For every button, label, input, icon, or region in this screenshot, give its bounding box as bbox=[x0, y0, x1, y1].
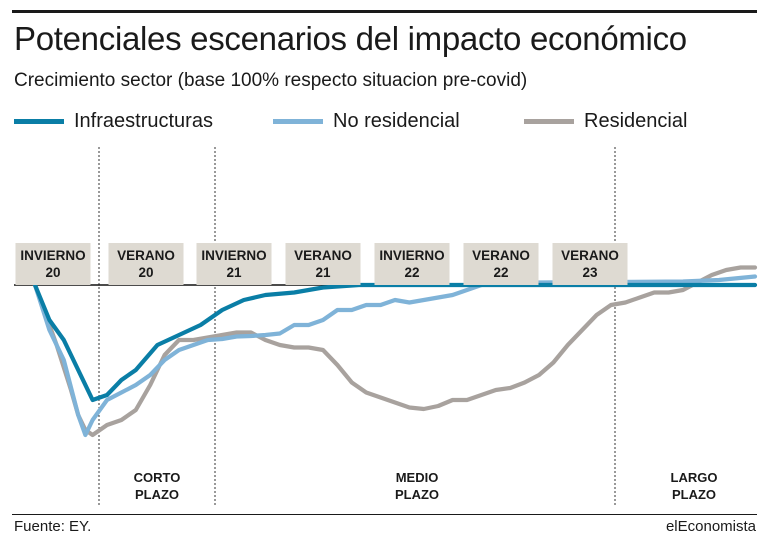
legend-item-no-residencial: No residencial bbox=[273, 110, 460, 133]
source-note: Fuente: EY. bbox=[14, 518, 92, 535]
season-label-box bbox=[552, 243, 628, 285]
season-label-box bbox=[196, 243, 272, 285]
season-label-line2: 23 bbox=[582, 265, 598, 280]
season-label-line1: INVIERNO bbox=[201, 248, 266, 263]
legend-swatch-residencial bbox=[524, 119, 574, 124]
season-label-line1: INVIERNO bbox=[20, 248, 85, 263]
legend-item-infraestructuras: Infraestructuras bbox=[14, 110, 213, 133]
season-label-box bbox=[374, 243, 450, 285]
legend-item-residencial: Residencial bbox=[524, 110, 687, 133]
series-line-residencial bbox=[32, 265, 758, 438]
term-label-line2: PLAZO bbox=[135, 487, 179, 502]
season-label-line1: VERANO bbox=[472, 248, 530, 263]
season-label-line2: 20 bbox=[138, 265, 153, 280]
legend-swatch-infraestructuras bbox=[14, 119, 64, 124]
legend-label-infraestructuras: Infraestructuras bbox=[74, 110, 213, 132]
season-label-line2: 21 bbox=[226, 265, 242, 280]
season-label-box bbox=[463, 243, 539, 285]
legend-swatch-no-residencial bbox=[273, 119, 323, 124]
brand-name: elEconomista bbox=[665, 518, 756, 535]
legend: Infraestructuras No residencial Residenc… bbox=[0, 110, 770, 140]
term-label-line1: CORTO bbox=[134, 470, 181, 485]
season-label-line1: VERANO bbox=[294, 248, 352, 263]
season-label-line2: 22 bbox=[493, 265, 508, 280]
term-label-line1: LARGO bbox=[671, 470, 718, 485]
series-line-infraestructuras bbox=[32, 282, 758, 403]
season-label-line1: VERANO bbox=[117, 248, 175, 263]
season-label-box bbox=[108, 243, 184, 285]
season-label-line1: INVIERNO bbox=[379, 248, 444, 263]
season-label-line2: 20 bbox=[45, 265, 60, 280]
term-label-line2: PLAZO bbox=[672, 487, 716, 502]
line-chart: INVIERNO 20 VERANO 20 INVIERNO 21 VERANO 21 INVI… bbox=[14, 147, 758, 507]
term-label-line1: MEDIO bbox=[396, 470, 439, 485]
season-label-line1: VERANO bbox=[561, 248, 619, 263]
top-rule bbox=[12, 10, 757, 13]
season-label-line2: 22 bbox=[404, 265, 419, 280]
season-label-box bbox=[285, 243, 361, 285]
season-label-line2: 21 bbox=[315, 265, 331, 280]
footer-rule bbox=[12, 514, 757, 515]
chart-subtitle: Crecimiento sector (base 100% respecto s… bbox=[14, 70, 528, 91]
chart-title: Potenciales escenarios del impacto econó… bbox=[14, 20, 687, 57]
series-line-no-residencial bbox=[32, 274, 758, 438]
legend-label-no-residencial: No residencial bbox=[333, 110, 460, 132]
season-label-box bbox=[15, 243, 91, 285]
legend-label-residencial: Residencial bbox=[584, 110, 688, 132]
term-label-line2: PLAZO bbox=[395, 487, 439, 502]
